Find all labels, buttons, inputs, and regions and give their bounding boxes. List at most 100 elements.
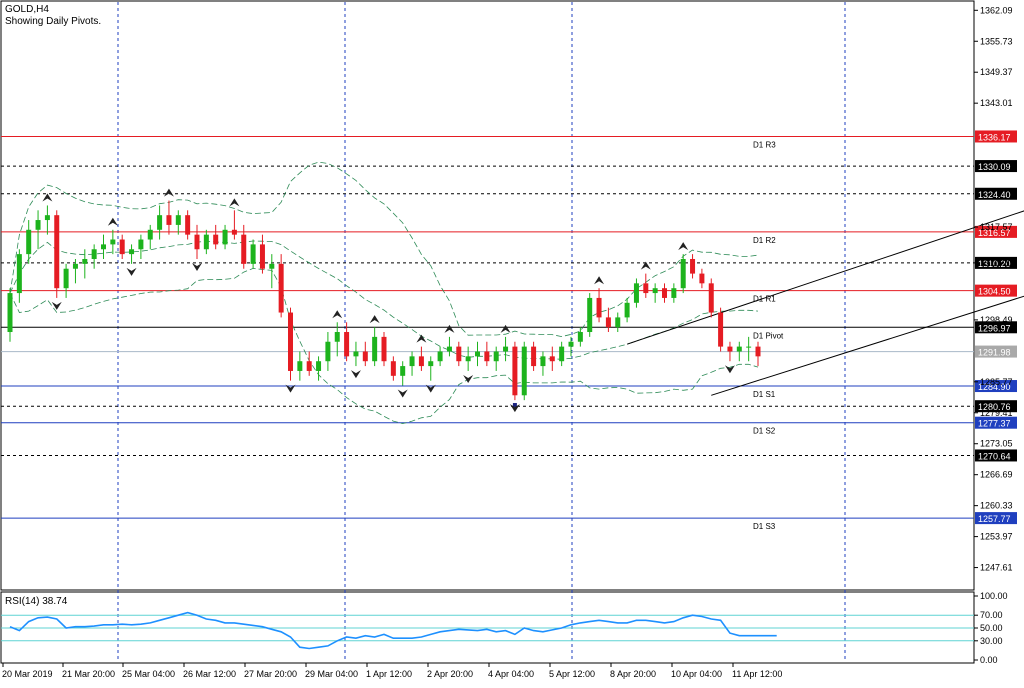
- candle-body: [288, 312, 293, 371]
- candle-body: [16, 254, 22, 294]
- candle-body: [110, 239, 116, 245]
- fractal-down-arrow: [509, 404, 520, 413]
- candle-body: [381, 336, 387, 362]
- candle-body: [353, 351, 359, 357]
- candle-body: [540, 356, 546, 367]
- time-tick-label: 1 Apr 12:00: [366, 669, 412, 679]
- fractal-up-arrow: [163, 188, 174, 197]
- price-tick-label: 1260.33: [980, 501, 1013, 511]
- candle-body: [680, 258, 686, 289]
- candle-body: [147, 229, 153, 240]
- fractals: [42, 188, 735, 413]
- fractal-up-arrow: [416, 334, 427, 343]
- candle-body: [241, 234, 247, 264]
- candle-body: [91, 249, 97, 259]
- fractal-up-arrow: [640, 261, 651, 270]
- candle-body: [446, 346, 452, 352]
- candle-body: [690, 258, 696, 274]
- fractal-down-arrow: [192, 262, 202, 271]
- time-tick-label: 8 Apr 20:00: [610, 669, 656, 679]
- dashed-level-tag: [975, 400, 1017, 413]
- time-tick-label: 25 Mar 04:00: [122, 669, 175, 679]
- price-tick-label: 1349.37: [980, 67, 1013, 77]
- pivot-tag: [975, 512, 1017, 525]
- dashed-level-tag: [975, 256, 1017, 269]
- candle-body: [708, 283, 714, 313]
- rsi-tick-label: 70.00: [980, 610, 1003, 620]
- candle-body: [157, 215, 163, 230]
- candle-body: [624, 302, 630, 318]
- time-tick-label: 2 Apr 20:00: [427, 669, 473, 679]
- price-tick-label: 1285.77: [980, 377, 1013, 387]
- candle-body: [633, 283, 639, 303]
- price-tick-label: 1355.73: [980, 36, 1013, 46]
- candle-body: [493, 351, 499, 362]
- candle-body: [503, 346, 509, 352]
- price-tick-label: 1273.05: [980, 439, 1013, 449]
- pivot-tag: [975, 284, 1017, 297]
- candle-body: [475, 351, 480, 357]
- pivot-name: D1 S3: [753, 522, 776, 531]
- candle-body: [334, 332, 340, 342]
- pivot-tag: [975, 225, 1017, 238]
- rsi-tick-label: 30.00: [980, 636, 1003, 646]
- fractal-down-arrow: [285, 384, 296, 393]
- candle-body: [577, 332, 583, 342]
- pivot-value: 1304.50: [978, 287, 1011, 297]
- candle-body: [54, 215, 60, 289]
- candle-body: [605, 317, 611, 328]
- rsi-tick-label: 100.00: [980, 591, 1008, 601]
- candle-body: [325, 341, 331, 362]
- price-tick-label: 1253.97: [980, 532, 1013, 542]
- dashed-level-tag: [975, 449, 1017, 462]
- candle-body: [7, 293, 13, 333]
- candle-body: [400, 366, 406, 376]
- candle-body: [362, 351, 368, 362]
- candle-body: [418, 356, 424, 367]
- time-tick-label: 20 Mar 2019: [2, 669, 53, 679]
- candles: [7, 200, 761, 401]
- rsi-tick-label: 0.00: [980, 655, 998, 665]
- candle-body: [175, 215, 181, 225]
- envelope-bands: [9, 161, 759, 425]
- candle-body: [129, 249, 135, 255]
- candle-body: [521, 346, 527, 396]
- fractal-up-arrow: [444, 324, 455, 333]
- dashed-level-value: 1280.76: [978, 402, 1011, 412]
- dashed-level-value: 1324.40: [978, 190, 1011, 200]
- price-tick-label: 1362.09: [980, 5, 1013, 15]
- time-tick-label: 10 Apr 04:00: [671, 669, 722, 679]
- candle-body: [44, 215, 50, 221]
- candle-body: [390, 361, 396, 376]
- price-tick-label: 1343.01: [980, 98, 1013, 108]
- trend-channel: [512, 210, 1024, 408]
- candle-body: [35, 220, 41, 230]
- price-axis: 1330.09 1324.40 1310.20 1280.76 1270.64 1336.…: [974, 5, 1017, 573]
- fractal-up-arrow: [42, 193, 53, 202]
- candle-body: [671, 288, 677, 298]
- time-tick-label: 26 Mar 12:00: [183, 669, 236, 679]
- candle-body: [531, 346, 537, 367]
- candle-body: [559, 346, 565, 362]
- channel-anchor: [512, 403, 517, 408]
- dashed-level-value: 1270.64: [978, 451, 1011, 461]
- lower-band: [9, 267, 759, 425]
- time-tick-label: 5 Apr 12:00: [549, 669, 595, 679]
- fractal-up-arrow: [229, 198, 240, 207]
- fractal-up-arrow: [678, 242, 689, 251]
- price-tick-label: 1247.61: [980, 563, 1013, 573]
- candle-body: [549, 356, 555, 362]
- pivot-tag: [975, 130, 1017, 143]
- rsi-indicator: 100.00 70.00 50.00 30.00 0.00: [1, 591, 1008, 665]
- fractal-down-arrow: [463, 374, 474, 383]
- pivot-name: D1 R2: [753, 236, 776, 245]
- candle-body: [82, 258, 88, 264]
- time-axis: 20 Mar 2019 21 Mar 20:00 25 Mar 04:00 26 Ma…: [2, 663, 782, 679]
- candle-body: [306, 361, 312, 371]
- candle-body: [344, 332, 350, 357]
- channel-line: [626, 210, 1024, 345]
- candle-body: [316, 361, 322, 371]
- candle-body: [63, 268, 69, 289]
